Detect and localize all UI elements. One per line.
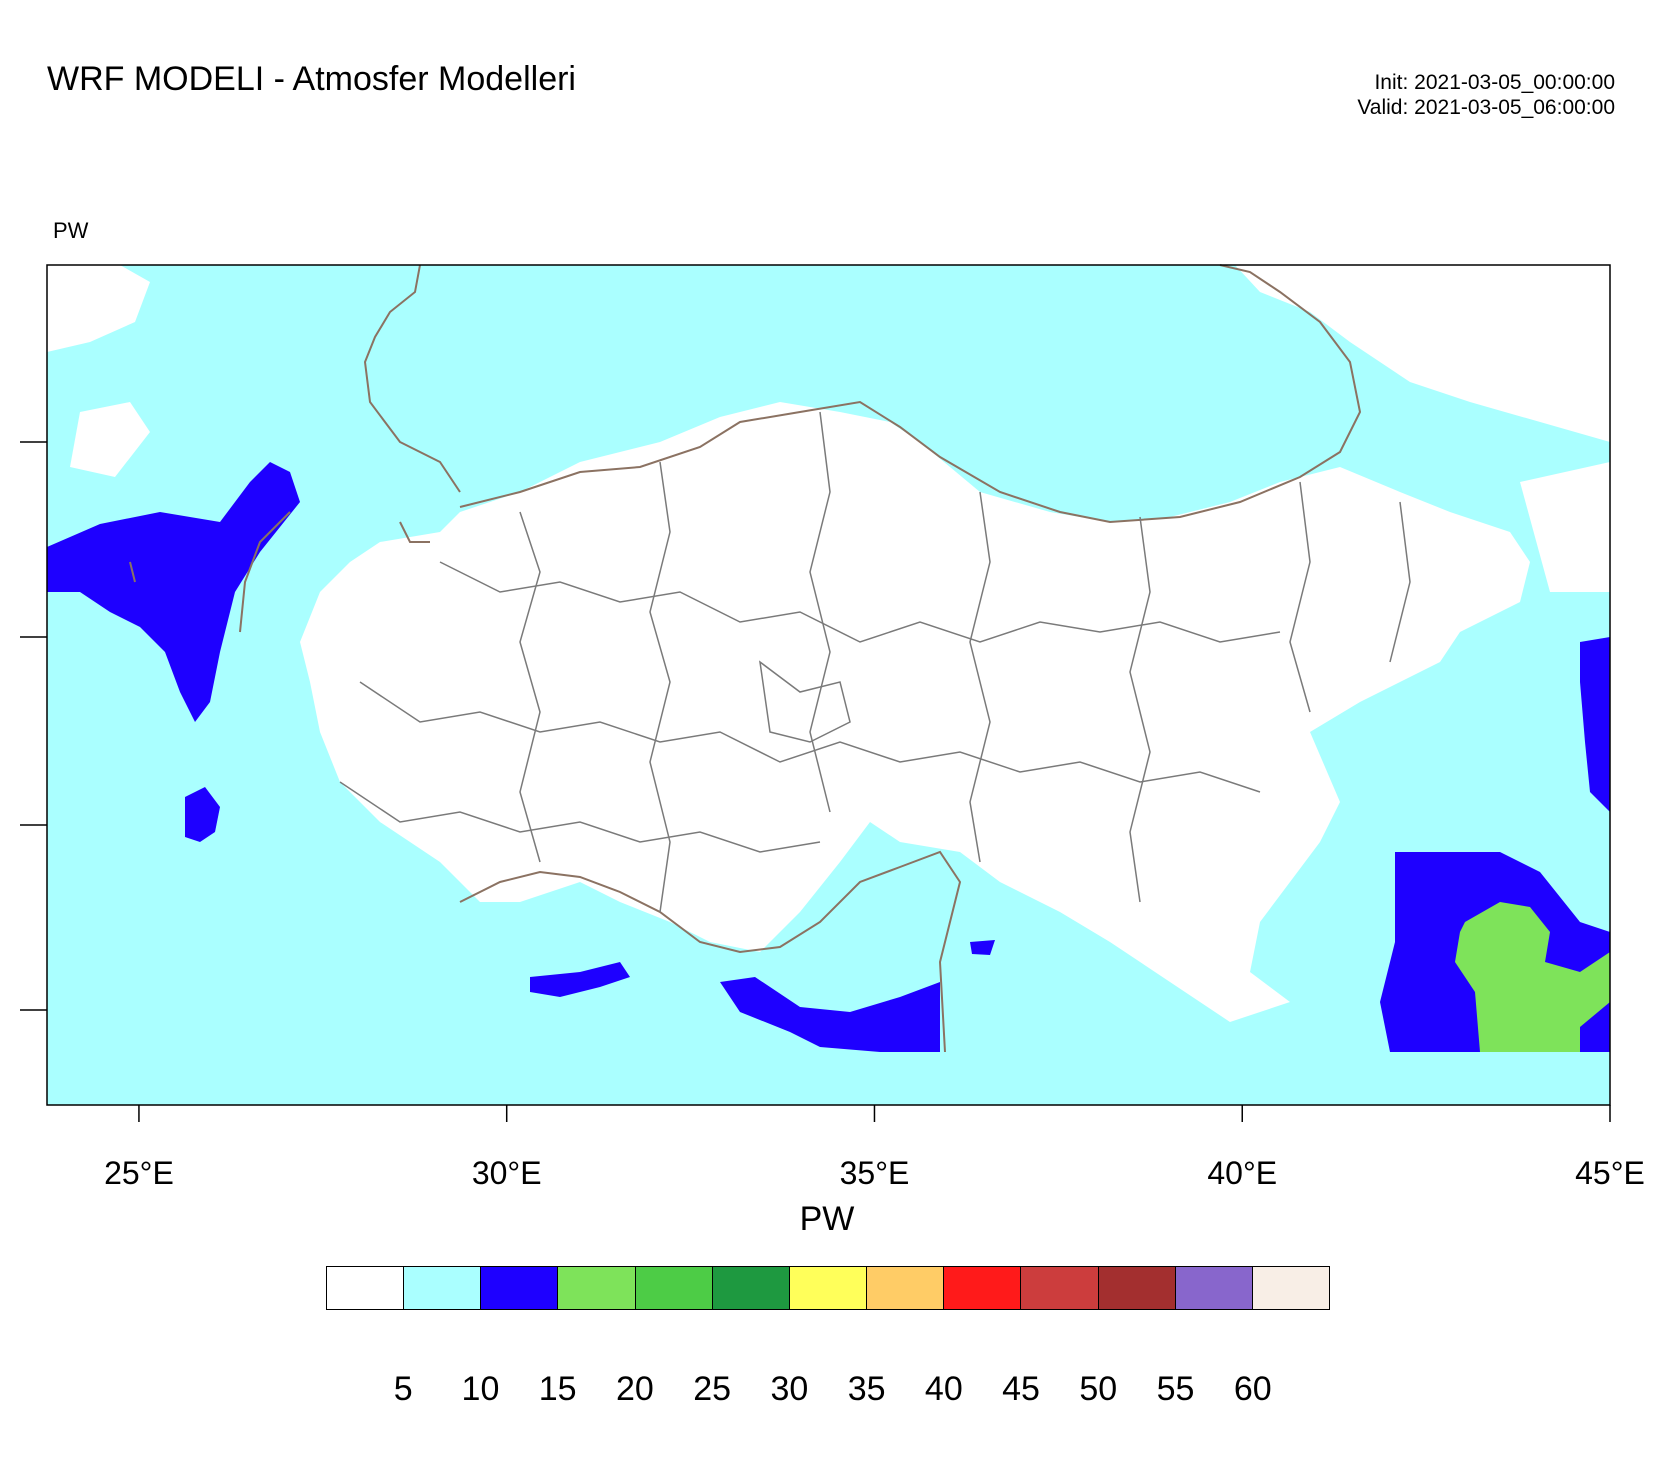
colorbar: [326, 1266, 1330, 1310]
lon-tick-label: 35°E: [839, 1155, 910, 1191]
province-borders: [339, 411, 1411, 913]
colorbar-tick-label: 50: [1079, 1370, 1118, 1408]
low-pw-patch: [47, 265, 150, 352]
lon-tick-label: 40°E: [1207, 1155, 1278, 1191]
colorbar-tick-label: 40: [924, 1370, 963, 1408]
pw-15-20-region: [1455, 902, 1610, 1052]
pw-10-15-region: [530, 962, 630, 997]
low-pw-patch: [1235, 265, 1610, 442]
colorbar-tick-label: 35: [847, 1370, 886, 1408]
colorbar-tick-label: 30: [770, 1370, 809, 1408]
coastlines: [129, 264, 1362, 1053]
colorbar-box: [1252, 1267, 1330, 1309]
colorbar-tick-label: 25: [693, 1370, 732, 1408]
colorbar-box: [558, 1267, 636, 1309]
colorbar-title: PW: [799, 1200, 855, 1238]
low-pw-patch: [70, 402, 150, 477]
pw-10-15-region: [970, 940, 995, 955]
colorbar-box: [1175, 1267, 1253, 1309]
colorbar-box: [327, 1267, 405, 1309]
colorbar-box: [635, 1267, 713, 1309]
variable-label: PW: [53, 218, 89, 243]
colorbar-box: [404, 1267, 482, 1309]
lon-tick-label: 30°E: [471, 1155, 542, 1191]
init-time: Init: 2021-03-05_00:00:00: [1374, 71, 1615, 94]
colorbar-box: [1098, 1267, 1176, 1309]
pw-10-15-region: [185, 787, 220, 842]
lat-ticks: [20, 441, 47, 1011]
low-pw-patch: [1520, 462, 1610, 592]
colorbar-box: [712, 1267, 790, 1309]
colorbar-tick-label: 60: [1233, 1370, 1272, 1408]
lon-ticks: [138, 1105, 1611, 1122]
colorbar-tick-label: 45: [1002, 1370, 1040, 1408]
map-frame: [46, 264, 1611, 1106]
pw-map: [20, 264, 1611, 1122]
pw-10-15-region: [47, 462, 300, 722]
plot-title: WRF MODELI - Atmosfer Modelleri: [47, 60, 576, 98]
colorbar-tick-label: 20: [616, 1370, 654, 1408]
colorbar-tick-label: 5: [393, 1370, 413, 1408]
colorbar-box: [867, 1267, 945, 1309]
valid-time: Valid: 2021-03-05_06:00:00: [1357, 96, 1615, 119]
colorbar-box: [944, 1267, 1022, 1309]
colorbar-box: [789, 1267, 868, 1309]
anatolia-landmass: [300, 402, 1530, 1022]
colorbar-box: [481, 1267, 559, 1309]
pw-10-15-region: [720, 977, 940, 1052]
pw-10-15-region: [1580, 637, 1610, 812]
lon-tick-label: 45°E: [1575, 1155, 1645, 1191]
colorbar-tick-label: 55: [1156, 1370, 1195, 1408]
time-info: Init: 2021-03-05_00:00:00 Valid: 2021-03…: [1357, 70, 1615, 120]
colorbar-box: [1021, 1267, 1099, 1309]
lon-tick-label: 25°E: [104, 1155, 174, 1191]
colorbar-tick-label: 15: [538, 1370, 577, 1408]
colorbar-tick-label: 10: [461, 1370, 500, 1408]
